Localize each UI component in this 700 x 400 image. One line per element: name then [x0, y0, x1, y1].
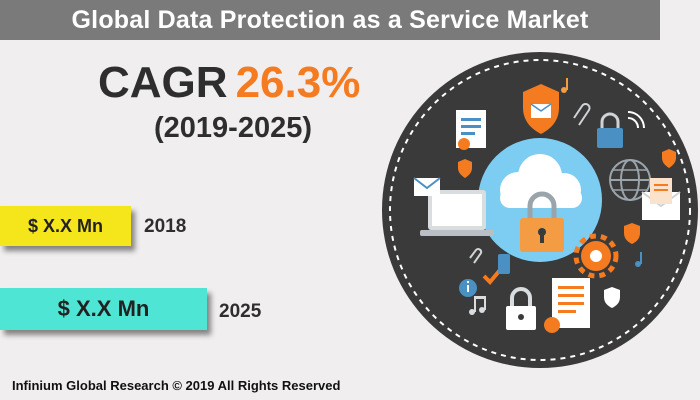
- globe-icon: [609, 159, 651, 201]
- check-icon: [482, 268, 502, 285]
- paperclip-icon: [573, 103, 591, 126]
- envelope-right-icon: [641, 178, 681, 220]
- year-2018-label: 2018: [144, 216, 187, 237]
- dashed-ring: [389, 59, 691, 361]
- copyright-footer: Infinium Global Research © 2019 All Righ…: [12, 378, 341, 393]
- title-bar: Global Data Protection as a Service Mark…: [0, 0, 660, 40]
- cagr-value: 26.3%: [235, 58, 361, 107]
- paperclip-small-icon: [469, 248, 483, 264]
- padlock-icon: [520, 191, 564, 252]
- forecast-period: (2019-2025): [154, 112, 312, 144]
- lock-badge-icon: [544, 317, 560, 333]
- info-icon: [459, 279, 477, 297]
- year-2025-label: 2025: [219, 301, 262, 322]
- laptop-icon: [420, 190, 494, 236]
- phone-icon: [498, 254, 510, 274]
- illustration-svg: [382, 52, 698, 368]
- data-protection-illustration: [380, 40, 700, 380]
- cagr-line: CAGR 26.3%: [98, 58, 360, 108]
- cagr-label: CAGR: [98, 58, 228, 107]
- small-shield-icon: [458, 159, 472, 178]
- lock-wifi-icon: [597, 111, 645, 148]
- shield-icon: [523, 84, 559, 134]
- bottom-padlock-icon: [506, 287, 536, 330]
- music-note-icon: [469, 78, 642, 315]
- market-value-2025-box: $ X.X Mn: [0, 288, 207, 330]
- document-icon: [456, 110, 486, 150]
- small-shield-icon: [662, 149, 676, 168]
- small-shield-icon: [604, 287, 620, 308]
- page-title: Global Data Protection as a Service Mark…: [71, 5, 589, 34]
- cloud-icon: [500, 154, 582, 208]
- report-document-icon: [552, 278, 590, 328]
- market-value-2018-box: $ X.X Mn: [0, 206, 131, 246]
- envelope-icon: [413, 177, 441, 196]
- gear-icon: [573, 233, 619, 279]
- small-shield-icon: [624, 223, 640, 244]
